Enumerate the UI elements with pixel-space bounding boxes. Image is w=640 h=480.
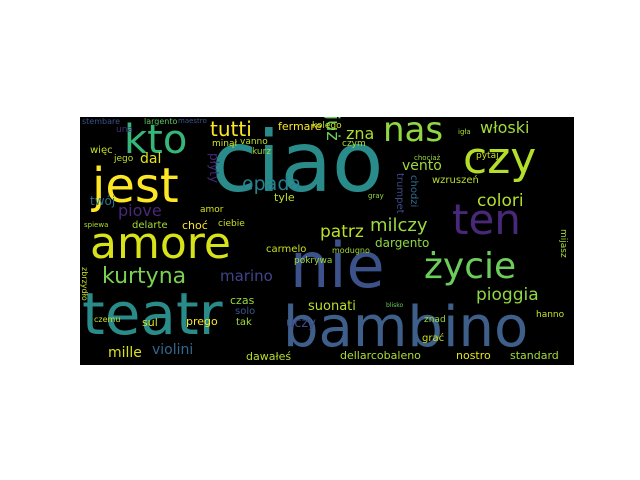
word-chodzi: chodzi bbox=[408, 175, 419, 208]
word-kurtyna: kurtyna bbox=[102, 264, 187, 289]
word-jest: jest bbox=[92, 158, 179, 214]
word-cloud-canvas: ciao teatr bambino nie amore jest kto na… bbox=[80, 117, 574, 365]
word-czy: czy bbox=[463, 133, 537, 184]
word-ten: ten bbox=[452, 195, 521, 244]
word-wiec: więc bbox=[90, 145, 113, 156]
word-wloski: włoski bbox=[480, 118, 530, 137]
word-spiewa: spiewa bbox=[84, 221, 109, 229]
word-uczy: uczy bbox=[286, 316, 316, 331]
word-amore: amore bbox=[90, 218, 231, 269]
word-czemu: czemu bbox=[94, 315, 121, 324]
word-zna: zna bbox=[346, 124, 375, 143]
word-kolego: kolego bbox=[312, 121, 342, 131]
word-vento: vento bbox=[402, 158, 442, 174]
word-dal: dal bbox=[140, 151, 162, 167]
word-patrz: patrz bbox=[320, 222, 364, 242]
word-mille: mille bbox=[108, 345, 142, 361]
word-tutti: tutti bbox=[210, 117, 252, 141]
word-pioggia: pioggia bbox=[476, 285, 539, 305]
word-amor: amor bbox=[200, 205, 224, 215]
word-delarte: delarte bbox=[132, 220, 168, 231]
word-bambino: bambino bbox=[283, 295, 529, 360]
word-zycie: życie bbox=[424, 246, 517, 287]
word-modugno: modugno bbox=[332, 246, 370, 255]
word-wzruszen: wzruszeń bbox=[432, 175, 479, 186]
word-marino: marino bbox=[220, 267, 273, 285]
word-pytaj: pytaj bbox=[476, 151, 499, 161]
word-vanno: vanno bbox=[240, 137, 268, 147]
word-teatr: teatr bbox=[82, 280, 223, 348]
word-juz: już bbox=[322, 117, 343, 141]
word-chociaz: chociaż bbox=[414, 154, 441, 162]
word-tyle: tyle bbox=[274, 191, 295, 204]
word-ciebie: ciebie bbox=[218, 219, 245, 229]
word-carmelo: carmelo bbox=[266, 244, 307, 255]
word-ciao: ciao bbox=[211, 117, 384, 211]
word-gray: gray bbox=[368, 192, 384, 200]
word-kto: kto bbox=[124, 117, 188, 163]
word-stembare: stembare bbox=[82, 117, 121, 126]
word-nostro: nostro bbox=[456, 349, 491, 362]
word-colori: colori bbox=[477, 191, 524, 211]
word-fermare: fermare bbox=[278, 120, 322, 133]
word-solo: solo bbox=[235, 306, 256, 317]
word-choc: choć bbox=[182, 219, 208, 232]
word-hanno: hanno bbox=[536, 310, 565, 320]
word-milczy: milczy bbox=[370, 215, 428, 236]
word-czym: czym bbox=[342, 139, 366, 149]
word-minal: minął bbox=[212, 139, 238, 149]
word-trumpet: trumpet bbox=[394, 173, 405, 214]
word-tak: tak bbox=[236, 317, 252, 328]
word-czas: czas bbox=[230, 294, 255, 307]
word-dargento: dargento bbox=[375, 236, 430, 250]
word-znad: znad bbox=[424, 315, 446, 325]
word-violini: violini bbox=[152, 342, 194, 358]
word-nas: nas bbox=[383, 117, 444, 150]
word-jego: jego bbox=[114, 154, 134, 164]
word-suonati: suonati bbox=[308, 299, 356, 314]
word-largento: largento bbox=[144, 117, 178, 126]
word-twoj: twój bbox=[90, 194, 116, 208]
word-dawales: dawałeś bbox=[246, 350, 292, 363]
word-piove: piove bbox=[118, 201, 162, 220]
word-maestro: maestro bbox=[178, 117, 207, 125]
word-opada: opada bbox=[242, 173, 302, 195]
word-standard: standard bbox=[510, 349, 559, 362]
word-blisko: blisko bbox=[386, 302, 404, 309]
word-plyty: płyty bbox=[207, 153, 221, 183]
word-grac: grać bbox=[422, 333, 445, 344]
word-prego: prego bbox=[186, 315, 218, 328]
word-sul: sul bbox=[142, 316, 158, 329]
word-pokrywa: pokrywa bbox=[294, 256, 333, 266]
word-igla: igła bbox=[458, 128, 471, 136]
word-nie: nie bbox=[290, 229, 385, 302]
word-una: una bbox=[116, 125, 133, 135]
word-dellarcobaleno: dellarcobaleno bbox=[340, 349, 421, 362]
word-mijasz: mijasz bbox=[558, 229, 568, 258]
word-kurz: kurz bbox=[252, 147, 272, 157]
word-zbrzydlo: zbrzydło bbox=[80, 267, 89, 301]
